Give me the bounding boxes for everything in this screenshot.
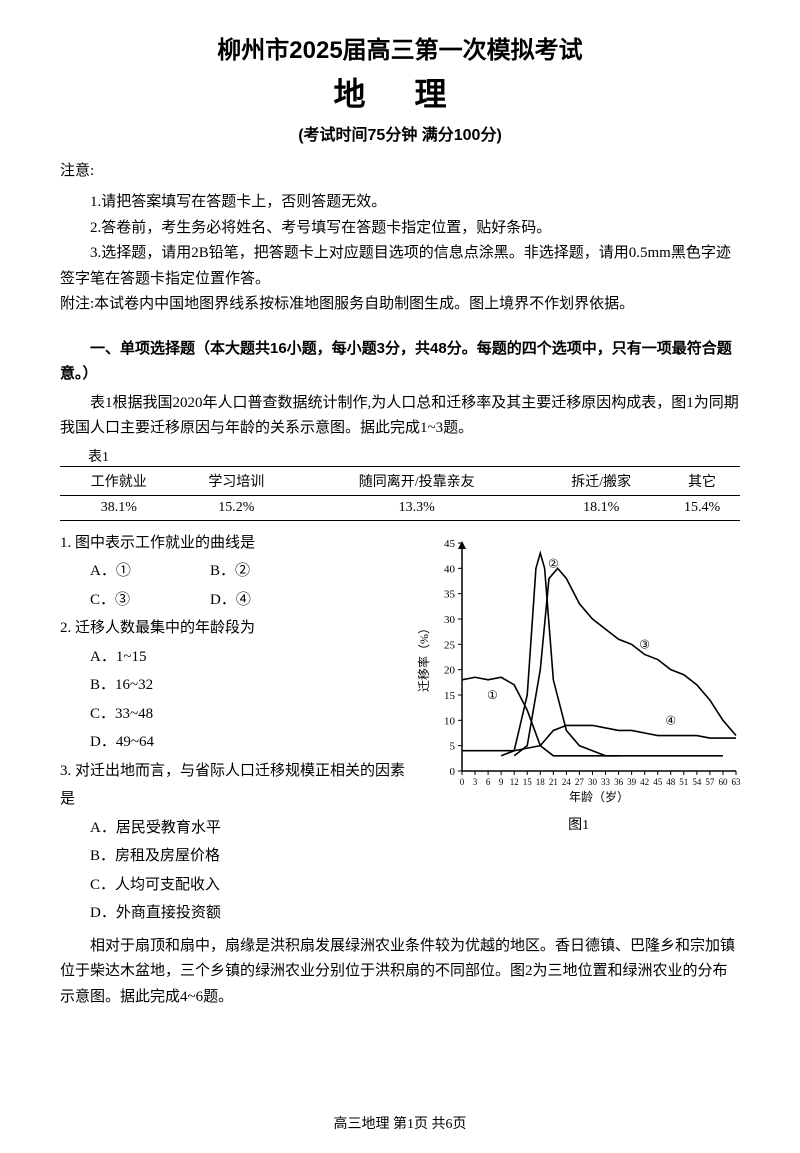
svg-text:21: 21 <box>548 777 557 787</box>
svg-text:9: 9 <box>498 777 503 787</box>
svg-text:45: 45 <box>444 538 456 550</box>
q1-opt-c: C．③ <box>90 586 210 615</box>
q3-opt-a: A．居民受教育水平 <box>60 814 414 843</box>
svg-text:②: ② <box>548 556 559 570</box>
table1-cell-3: 13.3% <box>295 495 538 520</box>
svg-text:30: 30 <box>444 614 456 626</box>
table1-cell-5: 15.4% <box>664 495 740 520</box>
svg-text:36: 36 <box>614 777 624 787</box>
svg-text:③: ③ <box>639 637 650 651</box>
table1-header-row: 工作就业 学习培训 随同离开/投靠亲友 拆迁/搬家 其它 <box>60 466 740 495</box>
svg-text:④: ④ <box>665 713 676 727</box>
svg-text:20: 20 <box>444 664 456 676</box>
q1-opt-a: A．① <box>90 557 210 586</box>
table1-col-3: 随同离开/投靠亲友 <box>295 466 538 495</box>
svg-text:60: 60 <box>718 777 728 787</box>
svg-text:57: 57 <box>705 777 715 787</box>
questions-panel: 1. 图中表示工作就业的曲线是 A．① B．② C．③ D．④ 2. 迁移人数最… <box>60 529 414 928</box>
exam-title-line1: 柳州市2025届高三第一次模拟考试 <box>60 30 740 65</box>
q2-opt-c: C．33~48 <box>60 700 414 729</box>
svg-text:54: 54 <box>692 777 702 787</box>
table1-col-4: 拆迁/搬家 <box>538 466 664 495</box>
table1-cell-4: 18.1% <box>538 495 664 520</box>
svg-text:3: 3 <box>472 777 477 787</box>
svg-text:40: 40 <box>444 563 456 575</box>
svg-text:27: 27 <box>575 777 585 787</box>
svg-text:42: 42 <box>640 777 649 787</box>
svg-text:24: 24 <box>561 777 571 787</box>
q1-opt-d: D．④ <box>210 586 330 615</box>
q3-opt-c: C．人均可支配收入 <box>60 871 414 900</box>
svg-text:48: 48 <box>666 777 676 787</box>
table1: 工作就业 学习培训 随同离开/投靠亲友 拆迁/搬家 其它 38.1% 15.2%… <box>60 466 740 521</box>
notice-appendix: 附注:本试卷内中国地图界线系按标准地图服务自助制图生成。图上境界不作划界依据。 <box>60 292 740 318</box>
svg-text:35: 35 <box>444 588 456 600</box>
table1-cell-1: 38.1% <box>60 495 178 520</box>
q3-stem: 3. 对迁出地而言，与省际人口迁移规模正相关的因素是 <box>60 757 414 814</box>
svg-text:12: 12 <box>509 777 518 787</box>
svg-text:63: 63 <box>731 777 741 787</box>
exam-meta: (考试时间75分钟 满分100分) <box>60 121 740 145</box>
table1-cell-2: 15.2% <box>178 495 296 520</box>
notice-item-2: 2.答卷前，考生务必将姓名、考号填写在答题卡指定位置，贴好条码。 <box>60 216 740 242</box>
notice-heading: 注意: <box>60 159 740 180</box>
svg-text:5: 5 <box>449 740 455 752</box>
notice-item-1: 1.请把答案填写在答题卡上，否则答题无效。 <box>60 190 740 216</box>
section-1-heading: 一、单项选择题（本大题共16小题，每小题3分，共48分。每题的四个选项中，只有一… <box>60 336 740 387</box>
figure-1: 0510152025303540450369121518212427303336… <box>414 529 744 928</box>
svg-text:0: 0 <box>449 766 455 778</box>
q1-stem: 1. 图中表示工作就业的曲线是 <box>60 529 414 558</box>
context-q4-6: 相对于扇顶和扇中，扇缘是洪积扇发展绿洲农业条件较为优越的地区。香日德镇、巴隆乡和… <box>60 934 740 1011</box>
svg-text:45: 45 <box>653 777 663 787</box>
table1-label: 表1 <box>60 446 740 466</box>
svg-text:33: 33 <box>601 777 611 787</box>
svg-text:15: 15 <box>444 690 456 702</box>
q3-opt-d: D．外商直接投资额 <box>60 899 414 928</box>
svg-text:①: ① <box>487 688 498 702</box>
q1-opt-b: B．② <box>210 557 330 586</box>
q2-opt-a: A．1~15 <box>60 643 414 672</box>
svg-text:39: 39 <box>627 777 637 787</box>
svg-text:年龄（岁）: 年龄（岁） <box>569 789 629 804</box>
exam-subject: 地 理 <box>60 69 740 115</box>
table1-col-2: 学习培训 <box>178 466 296 495</box>
figure-1-caption: 图1 <box>414 814 744 834</box>
svg-text:30: 30 <box>588 777 598 787</box>
svg-text:10: 10 <box>444 715 456 727</box>
notice-item-3: 3.选择题，请用2B铅笔，把答题卡上对应题目选项的信息点涂黑。非选择题，请用0.… <box>60 241 740 292</box>
svg-text:迁移率（%）: 迁移率（%） <box>416 622 431 692</box>
svg-text:25: 25 <box>444 639 456 651</box>
chart1-svg: 0510152025303540450369121518212427303336… <box>414 537 744 807</box>
table1-data-row: 38.1% 15.2% 13.3% 18.1% 15.4% <box>60 495 740 520</box>
svg-text:0: 0 <box>459 777 464 787</box>
q2-opt-b: B．16~32 <box>60 671 414 700</box>
q2-stem: 2. 迁移人数最集中的年龄段为 <box>60 614 414 643</box>
context-q1-3: 表1根据我国2020年人口普查数据统计制作,为人口总和迁移率及其主要迁移原因构成… <box>60 391 740 442</box>
svg-text:51: 51 <box>679 777 688 787</box>
q2-opt-d: D．49~64 <box>60 728 414 757</box>
svg-text:18: 18 <box>535 777 545 787</box>
table1-col-1: 工作就业 <box>60 466 178 495</box>
svg-text:15: 15 <box>522 777 532 787</box>
q3-opt-b: B．房租及房屋价格 <box>60 842 414 871</box>
table1-col-5: 其它 <box>664 466 740 495</box>
page-footer: 高三地理 第1页 共6页 <box>0 1113 800 1133</box>
svg-text:6: 6 <box>485 777 490 787</box>
